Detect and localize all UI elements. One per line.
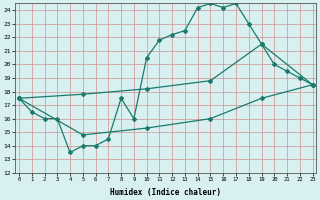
X-axis label: Humidex (Indice chaleur): Humidex (Indice chaleur) — [110, 188, 221, 197]
